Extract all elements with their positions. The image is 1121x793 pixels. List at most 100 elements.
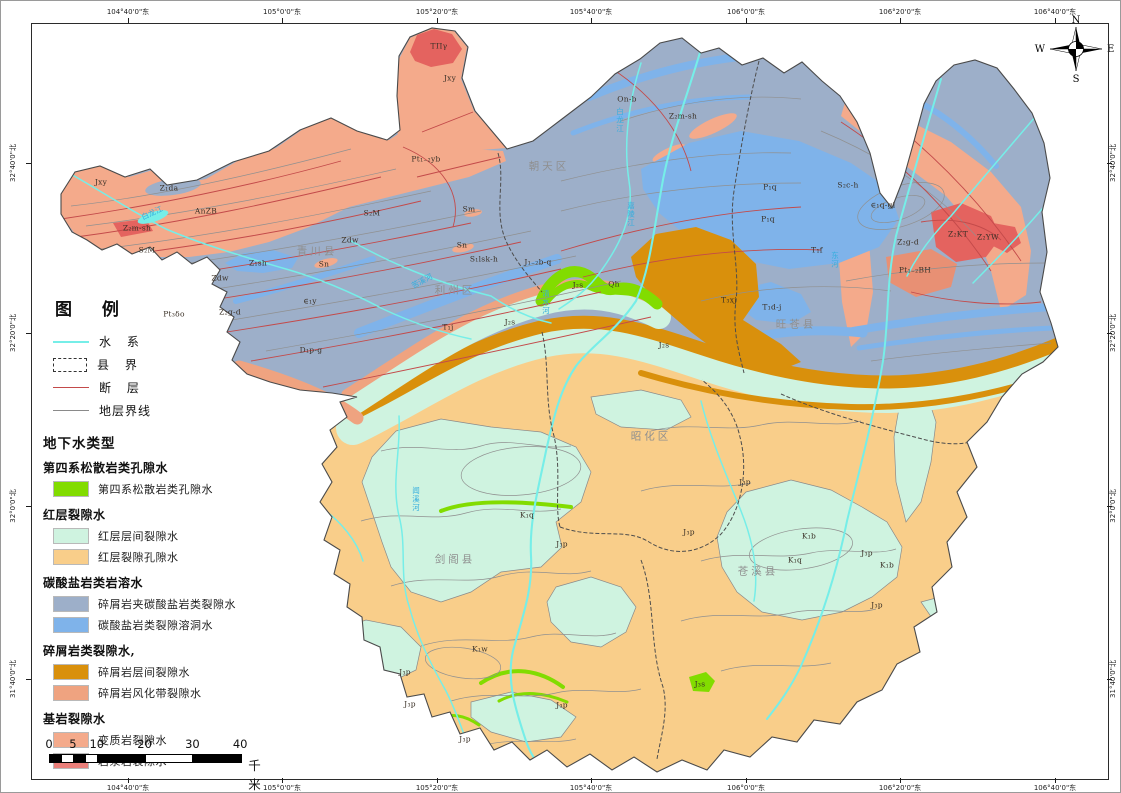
scalebar-unit: 千米	[248, 758, 263, 792]
scalebar-segment	[96, 754, 147, 763]
groundwater-type-title: 地下水类型	[43, 436, 116, 452]
map-label-river: 清水河	[541, 289, 551, 315]
legend-panel: 图 例 水 系县 界断 层地层界线 地下水类型 第四系松散岩类孔隙水 第四系松散岩…	[43, 295, 303, 771]
longitude-label-top: 106°20'0"东	[878, 8, 922, 16]
map-label-geology: T₁j	[442, 322, 454, 332]
tick-right	[1107, 679, 1112, 680]
scalebar-number: 5	[69, 737, 77, 751]
map-label-geology: Sm	[462, 204, 476, 214]
map-label-geology: J₂s	[504, 317, 516, 327]
map-label-geology: Z₁sh	[248, 258, 268, 268]
legend-color-item: 碎屑岩夹碳酸盐岩类裂隙水	[53, 593, 303, 614]
legend-color-item: 碎屑岩风化带裂隙水	[53, 682, 303, 703]
map-label-geology: T₁d-j	[762, 302, 782, 312]
compass-s-label: S	[1073, 74, 1080, 85]
longitude-label-top: 105°40'0"东	[569, 8, 613, 16]
map-label-geology: P₁q	[761, 214, 775, 224]
map-label-geology: J₃p	[556, 700, 568, 710]
map-label-geology: J₃s	[694, 679, 706, 689]
tick-top	[746, 18, 747, 23]
map-label-geology: Pt₃δo	[163, 309, 185, 319]
map-label-river: 东河	[830, 251, 840, 269]
map-label-geology: Z₂YW	[976, 232, 1000, 242]
legend-item-stratum-line: 地层界线	[53, 399, 303, 422]
map-label-geology: Z₂g-d	[219, 307, 241, 317]
map-label-geology: S₁lsk-h	[469, 254, 499, 264]
legend-color-swatch	[53, 731, 89, 748]
map-label-geology: J₂s	[658, 340, 670, 350]
map-label-geology: Z₁da	[159, 183, 179, 193]
legend-item-water-system: 水 系	[53, 330, 303, 353]
map-label-geology: K₁b	[801, 531, 817, 541]
map-label-geology: J₃p	[871, 600, 883, 610]
scalebar-number: 40	[232, 737, 248, 751]
map-label-geology: Qh	[608, 279, 620, 289]
map-frame	[31, 23, 1109, 780]
map-label-geology: J₃p	[861, 548, 873, 558]
county-border-swatch	[53, 357, 87, 372]
legend-color-item: 第四系松散岩类孔隙水	[53, 478, 303, 499]
map-label-geology: On-b	[617, 94, 637, 104]
longitude-label-bottom: 105°0'0"东	[263, 784, 301, 792]
fault-lines	[61, 61, 1042, 388]
legend-color-swatch	[53, 527, 89, 544]
tick-top	[591, 18, 592, 23]
map-label-geology: Sn	[318, 259, 330, 269]
map-label-geology: Jxy	[94, 177, 108, 187]
map-label-geology: S₂M	[363, 208, 381, 218]
map-label-geology: Pt₁₋₂yb	[411, 154, 441, 164]
tick-bottom	[591, 778, 592, 783]
map-label-county: 昭化区	[630, 430, 672, 443]
scalebar-number: 20	[137, 737, 152, 751]
tick-left	[26, 333, 31, 334]
map-label-geology: S₂M	[138, 245, 156, 255]
map-label-geology: Z₂g-d	[897, 237, 919, 247]
longitude-label-bottom: 105°20'0"东	[415, 784, 459, 792]
map-label-geology: P₁q	[763, 182, 777, 192]
tick-top	[282, 18, 283, 23]
map-label-geology: J₃p	[399, 667, 411, 677]
scalebar-segment	[192, 754, 243, 763]
map-label-county: 旺苍县	[775, 318, 817, 331]
legend-item-label: 断 层	[99, 381, 145, 395]
tick-top	[1055, 18, 1056, 23]
legend-item-label: 地层界线	[99, 404, 152, 418]
map-label-geology: Jxy	[443, 73, 457, 83]
map-label-geology: Z₂m-sh	[122, 223, 152, 233]
legend-color-item: 碎屑岩层间裂隙水	[53, 661, 303, 682]
legend-color-item: 变质岩裂隙水	[53, 729, 303, 750]
longitude-label-bottom: 105°40'0"东	[569, 784, 613, 792]
legend-color-label: 红层裂隙孔隙水	[98, 550, 179, 564]
tick-left	[26, 163, 31, 164]
map-label-geology: T₃xj	[721, 295, 737, 305]
map-label-geology: J₁₋₂b-q	[524, 257, 552, 267]
legend-color-swatch	[53, 595, 89, 612]
legend-color-label: 变质岩裂隙水	[98, 733, 167, 747]
legend-color-swatch	[53, 616, 89, 633]
map-label-county: 朝天区	[528, 160, 570, 173]
longitude-label-top: 104°40'0"东	[106, 8, 150, 16]
tick-right	[1107, 333, 1112, 334]
longitude-label-bottom: 104°40'0"东	[106, 784, 150, 792]
t3xj-blob	[631, 227, 801, 374]
legend-color-swatch	[53, 663, 89, 680]
legend-color-label: 第四系松散岩类孔隙水	[98, 482, 213, 496]
compass-w-label: W	[1035, 44, 1046, 55]
longitude-label-bottom: 106°20'0"东	[878, 784, 922, 792]
map-label-geology: J₃p	[404, 699, 416, 709]
map-label-geology: J₃p	[683, 527, 695, 537]
tick-bottom	[282, 778, 283, 783]
longitude-label-top: 106°0'0"东	[727, 8, 765, 16]
legend-item-fault: 断 层	[53, 376, 303, 399]
map-label-geology: K₁b	[879, 560, 895, 570]
legend-color-swatch	[53, 548, 89, 565]
tick-left	[26, 506, 31, 507]
legend-group-heading: 碳酸盐岩类岩溶水	[43, 576, 144, 590]
legend-line-items: 水 系县 界断 层地层界线	[43, 330, 303, 422]
map-label-river: 白龙江	[615, 107, 625, 133]
tick-bottom	[900, 778, 901, 783]
legend-item-label: 县 界	[97, 358, 143, 372]
tick-right	[1107, 163, 1112, 164]
county-boundaries	[497, 60, 978, 760]
